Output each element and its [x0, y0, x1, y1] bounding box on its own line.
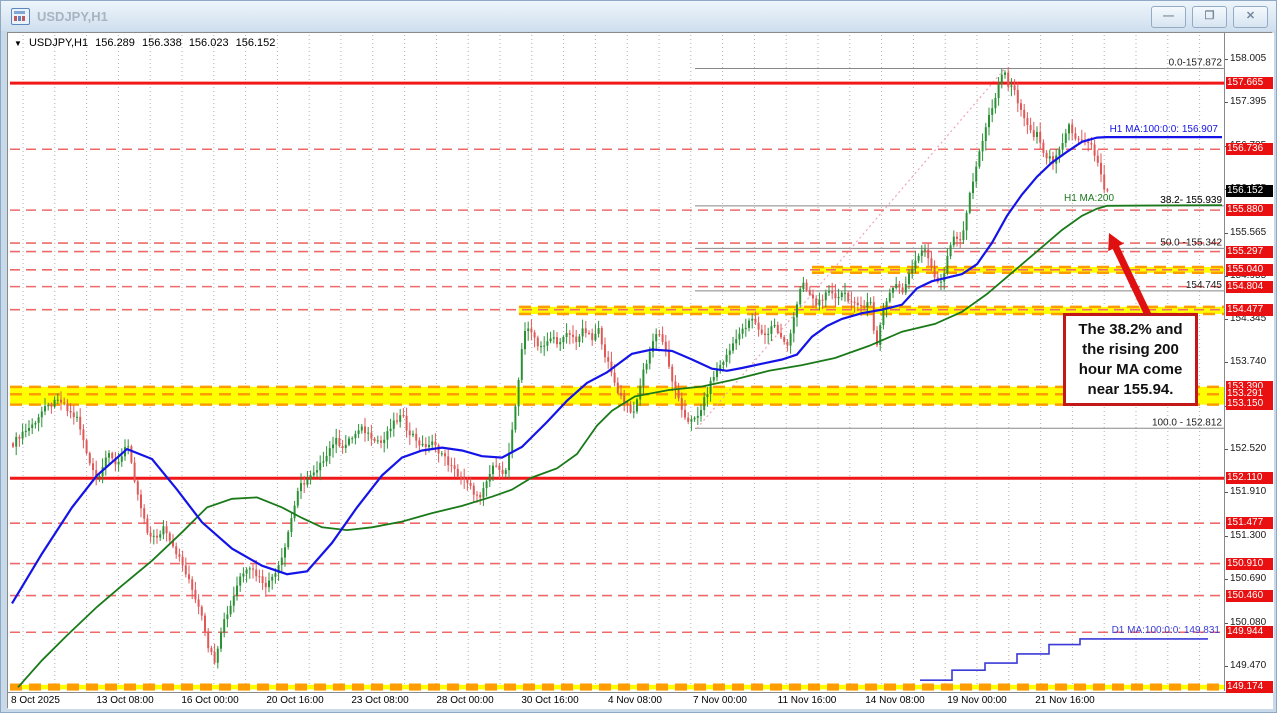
price-axis-label: 155.565: [1230, 226, 1267, 238]
symbol-dropdown-icon[interactable]: ▼: [14, 39, 22, 48]
price-axis[interactable]: 158.005157.395156.785156.175155.565154.9…: [1224, 33, 1274, 693]
annotation-line: near 155.94.: [1087, 380, 1174, 398]
svg-text:D1 MA:100:0:0: 149.831: D1 MA:100:0:0: 149.831: [1112, 625, 1221, 636]
price-level-badge: 153.150: [1226, 398, 1273, 411]
maximize-button[interactable]: ❐: [1192, 6, 1227, 28]
price-level-badge: 157.665: [1226, 77, 1273, 90]
svg-text:38.2- 155.939: 38.2- 155.939: [1160, 195, 1222, 206]
time-axis-label: 30 Oct 16:00: [521, 695, 579, 706]
svg-text:50.0 -155.342: 50.0 -155.342: [1160, 237, 1222, 248]
time-axis-label: 7 Nov 00:00: [693, 695, 747, 706]
price-level-badge: 152.110: [1226, 472, 1273, 485]
price-level-badge: 153.291: [1226, 388, 1273, 401]
ohlc-header: ▼ USDJPY,H1 156.289 156.338 156.023 156.…: [14, 37, 279, 49]
price-axis-label: 149.470: [1230, 659, 1267, 671]
price-level-badge: 149.174: [1226, 681, 1273, 693]
time-axis-label: 28 Oct 00:00: [436, 695, 494, 706]
ohlc-high: 156.338: [141, 37, 182, 49]
price-level-badge: 151.477: [1226, 517, 1273, 530]
price-level-badge: 154.477: [1226, 303, 1273, 316]
ohlc-symbol: USDJPY,H1: [28, 37, 89, 49]
svg-text:38.2- 155.939: 38.2- 155.939: [1160, 195, 1222, 206]
price-axis-label: 152.520: [1230, 443, 1267, 455]
price-level-badge: 150.460: [1226, 589, 1273, 602]
time-axis-label: 23 Oct 08:00: [351, 695, 409, 706]
price-axis-label: 150.690: [1230, 573, 1267, 585]
time-axis-label: 4 Nov 08:00: [608, 695, 662, 706]
window-titlebar[interactable]: USDJPY,H1 — ❐ ✕: [1, 1, 1276, 31]
time-axis-label: 16 Oct 00:00: [181, 695, 239, 706]
time-axis[interactable]: 8 Oct 2025 13 Oct 08:00 16 Oct 00:00 20 Oct…: [8, 692, 1273, 709]
ohlc-low: 156.023: [188, 37, 229, 49]
price-level-badge: 156.736: [1226, 143, 1273, 156]
close-button[interactable]: ✕: [1233, 6, 1268, 28]
time-axis-label: 11 Nov 16:00: [777, 695, 837, 706]
price-level-badge: 149.944: [1226, 626, 1273, 639]
time-axis-label: 20 Oct 16:00: [266, 695, 324, 706]
price-axis-label: 154.345: [1230, 313, 1267, 325]
svg-text:100.0 - 152.812: 100.0 - 152.812: [1152, 417, 1222, 428]
annotation-line: the rising 200: [1082, 340, 1179, 358]
ohlc-close: 156.152: [235, 37, 276, 49]
annotation-box: The 38.2% and the rising 200 hour MA com…: [1063, 313, 1198, 406]
price-axis-label: 158.005: [1230, 53, 1267, 64]
price-axis-label: 151.910: [1230, 486, 1267, 498]
annotation-line: hour MA come: [1078, 360, 1183, 378]
price-level-badge: 150.910: [1226, 557, 1273, 570]
time-axis-label: 13 Oct 08:00: [96, 695, 154, 706]
price-level-badge: 154.804: [1226, 280, 1273, 293]
current-price-badge: 156.152: [1226, 184, 1273, 197]
svg-text:0.0-157.872: 0.0-157.872: [1169, 57, 1223, 68]
svg-text:H1 MA:100:0:0: 156.907: H1 MA:100:0:0: 156.907: [1110, 124, 1219, 135]
annotation-line: The 38.2% and: [1078, 320, 1183, 338]
time-axis-label: 19 Nov 00:00: [947, 695, 1007, 706]
window-title: USDJPY,H1: [37, 8, 108, 24]
price-axis-label: 151.300: [1230, 529, 1267, 541]
candlestick-chart[interactable]: 0.0-157.872 38.2- 155.939 50.0 -155.342 154…: [8, 33, 1224, 692]
price-level-badge: 155.880: [1226, 204, 1273, 217]
minimize-button[interactable]: —: [1151, 6, 1186, 28]
price-level-badge: 155.297: [1226, 245, 1273, 258]
time-axis-label: 21 Nov 16:00: [1035, 695, 1095, 706]
time-axis-label: 14 Nov 08:00: [865, 695, 925, 706]
price-axis-label: 157.395: [1230, 96, 1267, 108]
svg-text:154.745: 154.745: [1186, 280, 1223, 291]
chart-plot-area[interactable]: 0.0-157.872 38.2- 155.939 50.0 -155.342 154…: [7, 32, 1274, 709]
price-axis-label: 150.080: [1230, 616, 1267, 628]
chart-icon: [11, 7, 30, 25]
ohlc-open: 156.289: [95, 37, 135, 49]
time-axis-label: 8 Oct 2025: [11, 695, 60, 706]
price-axis-label: 153.740: [1230, 356, 1267, 368]
price-level-badge: 155.040: [1226, 263, 1273, 276]
svg-text:H1 MA:200: H1 MA:200: [1064, 193, 1114, 204]
